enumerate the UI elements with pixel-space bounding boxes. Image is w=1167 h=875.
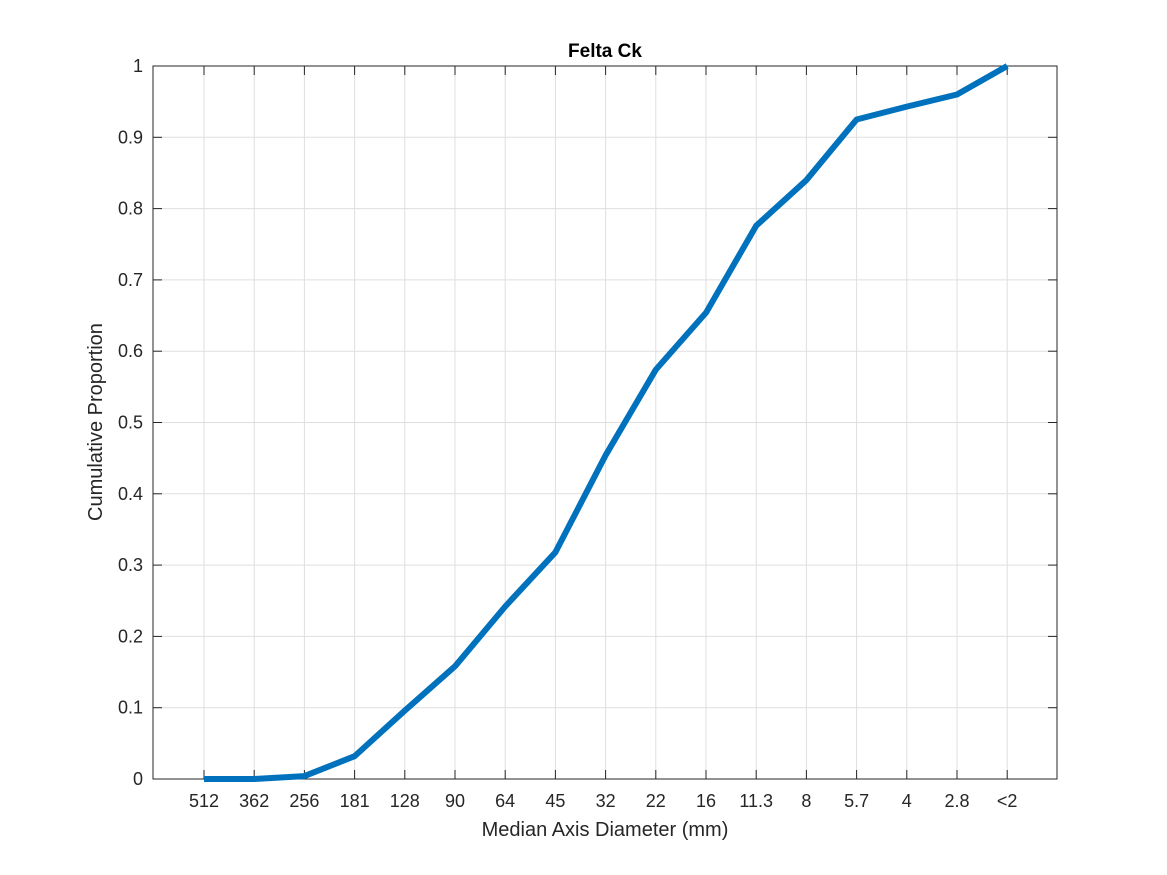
y-tick-labels: 0 0.1 0.2 0.3 0.4 0.5 0.6 0.7 0.8 0.9 1 bbox=[118, 56, 143, 789]
y-tick-label: 0.2 bbox=[118, 626, 143, 646]
x-tick-label: 181 bbox=[340, 791, 370, 811]
x-tick-label: 4 bbox=[902, 791, 912, 811]
x-tick-label: 8 bbox=[801, 791, 811, 811]
x-tick-label: 90 bbox=[445, 791, 465, 811]
x-tick-labels: 512 362 256 181 128 90 64 45 32 22 16 11.3 8 5.7 4 2.8 <… bbox=[189, 791, 1017, 811]
y-tick-label: 0.3 bbox=[118, 555, 143, 575]
y-tick-label: 0.1 bbox=[118, 698, 143, 718]
x-tick-label: 2.8 bbox=[944, 791, 969, 811]
x-tick-label: 5.7 bbox=[844, 791, 869, 811]
chart-title: Felta Ck bbox=[568, 41, 642, 62]
axis-ticks bbox=[153, 65, 1057, 780]
axes-box bbox=[152, 65, 1058, 780]
y-tick-label: 0 bbox=[133, 769, 143, 789]
x-tick-label: 32 bbox=[596, 791, 616, 811]
x-tick-label: 45 bbox=[545, 791, 565, 811]
y-tick-label: 0.5 bbox=[118, 413, 143, 433]
y-tick-label: 0.7 bbox=[118, 270, 143, 290]
y-tick-label: 0.6 bbox=[118, 341, 143, 361]
x-tick-label: 512 bbox=[189, 791, 219, 811]
x-tick-label: 64 bbox=[495, 791, 515, 811]
grid-lines bbox=[153, 65, 1057, 780]
x-tick-label: 16 bbox=[696, 791, 716, 811]
x-tick-label: 22 bbox=[646, 791, 666, 811]
x-tick-label: 128 bbox=[390, 791, 420, 811]
x-tick-label: 256 bbox=[289, 791, 319, 811]
y-tick-label: 0.9 bbox=[118, 127, 143, 147]
y-axis-label: Cumulative Proportion bbox=[85, 323, 107, 521]
x-tick-label: 11.3 bbox=[739, 791, 773, 811]
y-tick-label: 1 bbox=[133, 56, 143, 76]
y-tick-label: 0.4 bbox=[118, 484, 143, 504]
series-layer bbox=[204, 63, 1009, 782]
y-tick-label: 0.8 bbox=[118, 199, 143, 219]
x-axis-label: Median Axis Diameter (mm) bbox=[482, 819, 729, 841]
x-tick-label: <2 bbox=[997, 791, 1018, 811]
series-line bbox=[204, 63, 1009, 782]
x-tick-label: 362 bbox=[239, 791, 269, 811]
